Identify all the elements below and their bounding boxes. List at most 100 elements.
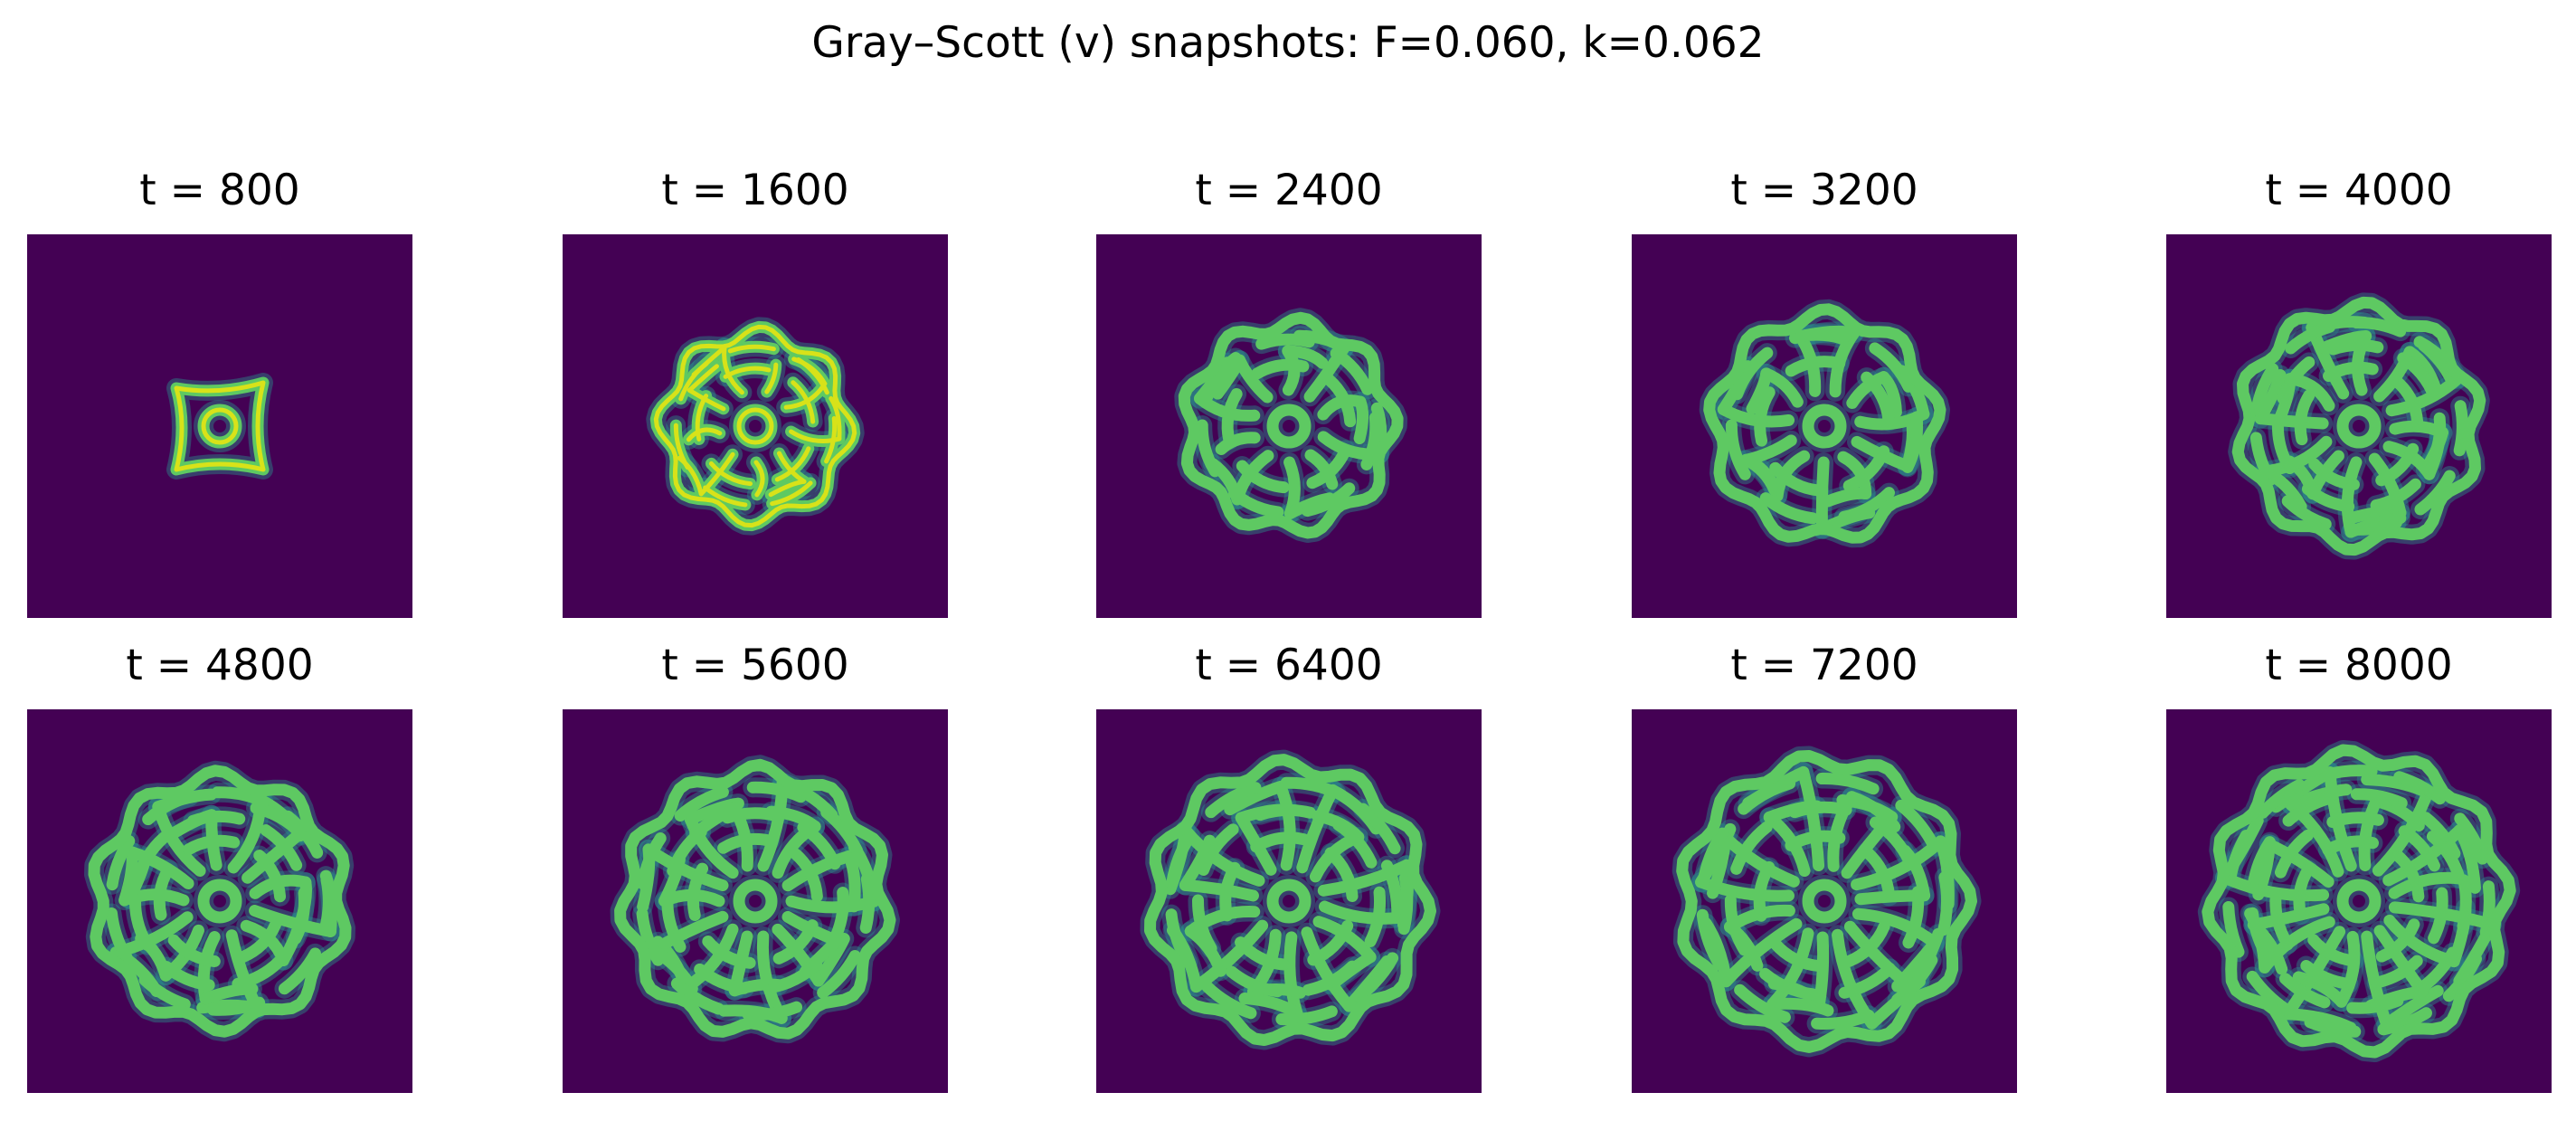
stripe [637,832,667,890]
stripe [2322,835,2379,856]
stripe [2301,482,2355,513]
stripe [1719,831,1800,888]
stripe [207,996,266,1016]
stripe [1891,954,1938,1006]
stripe [702,935,756,969]
stripe [1753,860,1776,922]
stripe [128,894,154,952]
stripe [2420,812,2461,860]
stripe [647,910,729,956]
stripe [694,963,751,994]
stripe [1304,449,1339,490]
concentration-field [27,234,412,618]
stripe [820,806,864,857]
snapshot-panel: t = 8000 [2166,641,2552,1093]
panel-title: t = 8000 [2265,641,2453,690]
stripe [1802,879,1847,924]
stripe [2254,368,2287,425]
stripe [2457,874,2472,933]
stripe [667,825,707,878]
figure-title: Gray–Scott (v) snapshots: F=0.060, k=0.0… [811,18,1765,68]
pattern-stripes [2197,740,2521,1062]
stripe [1301,482,1356,518]
stripe [253,850,287,903]
pattern-stripes [1140,749,1441,1050]
snapshot-panel: t = 2400 [1096,166,1482,618]
stripe [1719,917,1803,988]
stripe [1144,754,1436,1046]
snapshot-panel: t = 800 [27,166,412,618]
stripe [1937,871,1954,936]
stripe [319,874,335,933]
stripe [2246,970,2291,1015]
stripe [1836,793,1899,823]
stripe [1731,347,1774,401]
stripe [2279,973,2331,1009]
stripe-peak [774,446,811,482]
stripe [674,785,729,822]
panel-title: t = 2400 [1195,166,1383,215]
stripe [1785,830,1846,851]
panel-title: t = 7200 [1730,641,1918,690]
field-background [563,234,948,618]
stripe [289,887,311,945]
stripe [2307,934,2360,967]
stripe [160,961,215,992]
stripe [2391,850,2425,903]
stripe [1266,879,1312,924]
stripe [1307,919,1354,966]
stripe [1878,371,1902,419]
stripe [1364,886,1386,948]
stripe [1895,799,1940,853]
stripe [2202,744,2516,1059]
pattern-stripes [2228,292,2490,560]
stripe [614,758,896,1040]
snapshot-panel: t = 3200 [1632,166,2017,618]
stripe [1228,487,1284,518]
stripe [2246,907,2274,963]
stripe [1332,819,1378,869]
stripe [2317,329,2372,355]
stripe [1766,997,1834,1017]
stripe [2250,363,2279,417]
stripe [1283,931,1303,1020]
stripe [1191,894,1217,955]
stripe [2375,442,2420,487]
stripe [1397,872,1414,936]
stripe [2414,470,2456,516]
concentration-field [1096,234,1482,618]
stripe [2293,863,2315,921]
stripe [1201,981,1257,1020]
stripe [1296,784,1340,874]
stripe [1838,962,1896,999]
stripe [1236,460,1290,494]
stripe [1165,908,1194,969]
pattern-stripes [84,760,355,1042]
stripe-peak [703,485,748,508]
stripe [2453,400,2468,457]
stripe [1319,900,1404,925]
stripe [2319,765,2378,781]
stripe-peak [722,345,744,395]
stripe [2393,771,2447,805]
stripe [1166,830,1197,889]
stripe [1861,371,1895,427]
stripe [768,958,823,993]
stripe [1697,827,1728,888]
stripe [1768,937,1825,973]
stripe [1841,811,1899,879]
stripe-peak [201,407,239,445]
stripe [1189,919,1269,993]
stripe [2388,871,2466,899]
stripe [183,834,241,856]
stripe [1842,920,1890,967]
stripe [1901,411,1924,473]
stripe [1785,356,1846,377]
stripe [2348,506,2407,524]
concentration-field [563,234,948,618]
stripe [1725,419,1751,480]
stripe [281,810,324,859]
stripe [1707,831,1731,899]
stripe [2308,458,2360,491]
pattern-stripes [610,755,900,1044]
